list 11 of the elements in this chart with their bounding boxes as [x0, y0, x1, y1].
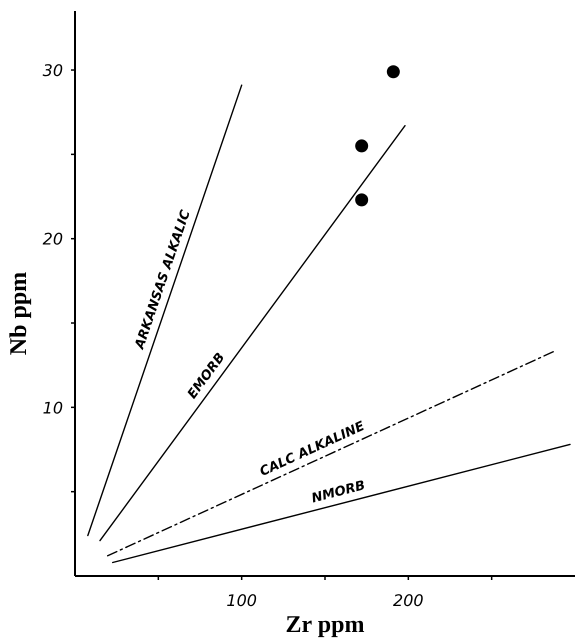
point: [355, 193, 368, 206]
point: [355, 139, 368, 152]
x-axis-title: Zr ppm: [286, 612, 364, 638]
text: NMORB: [310, 478, 367, 506]
y-axis-title: Nb ppm: [6, 272, 32, 356]
point: [386, 65, 400, 78]
y-tick-label: 30: [42, 61, 63, 80]
y-tick-label: 10: [42, 398, 63, 418]
x-tick-label: 200: [393, 591, 424, 610]
x-tick-label: 100: [226, 591, 257, 610]
y-tick-label: 20: [42, 230, 63, 249]
